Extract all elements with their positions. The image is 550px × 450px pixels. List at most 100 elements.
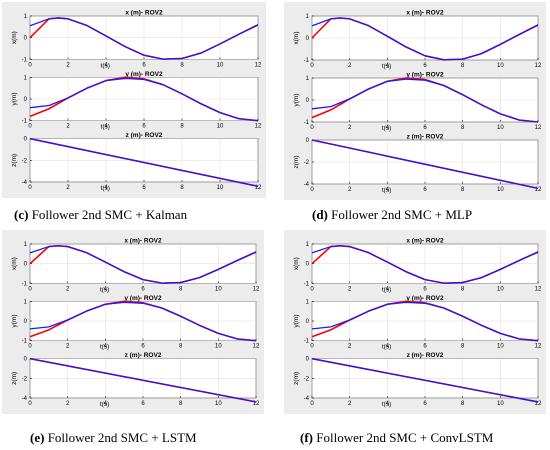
x-tick-label: 4 xyxy=(386,187,390,193)
x-tick-label: 0 xyxy=(310,187,314,193)
y-axis-label: y(m) xyxy=(293,315,300,328)
x-tick-label: 0 xyxy=(310,125,314,131)
x-tick-label: 4 xyxy=(104,185,108,191)
x-tick-label: 2 xyxy=(348,286,352,292)
y-tick-label: -2 xyxy=(22,158,28,164)
y-tick-label: -4 xyxy=(22,180,28,186)
y-axis-label: y(m) xyxy=(11,93,18,106)
x-tick-label: 2 xyxy=(66,344,70,350)
y-tick-label: 1 xyxy=(306,76,310,82)
x-tick-label: 8 xyxy=(461,401,465,407)
caption-e-text: Follower 2nd SMC + LSTM xyxy=(44,430,197,445)
x-tick-label: 2 xyxy=(348,125,352,131)
x-axis-label: t(s) xyxy=(382,63,391,70)
x-tick-label: 8 xyxy=(461,286,465,292)
y-axis-label: x(m) xyxy=(293,32,300,45)
x-tick-label: 8 xyxy=(179,286,183,292)
x-tick-label: 0 xyxy=(28,124,32,130)
y-tick-label: 0 xyxy=(24,137,28,143)
x-tick-label: 6 xyxy=(142,62,146,68)
x-tick-label: 6 xyxy=(423,401,427,407)
y-tick-label: 0 xyxy=(24,357,28,363)
y-tick-label: 1 xyxy=(24,14,28,20)
caption-e: (e) Follower 2nd SMC + LSTM xyxy=(30,430,197,446)
x-axis-label: t(s) xyxy=(100,286,109,293)
x-tick-label: 12 xyxy=(253,286,260,292)
caption-f-text: Follower 2nd SMC + ConvLSTM xyxy=(313,430,494,445)
caption-c-letter: (c) xyxy=(14,207,29,222)
caption-d: (d) Follower 2nd SMC + MLP xyxy=(312,207,472,223)
y-tick-label: 1 xyxy=(306,299,310,305)
x-tick-label: 4 xyxy=(386,286,390,292)
x-axis-label: t(s) xyxy=(101,62,110,69)
x-tick-label: 0 xyxy=(310,344,314,350)
y-tick-label: -4 xyxy=(304,182,310,188)
x-tick-label: 4 xyxy=(104,401,108,407)
y-tick-label: 1 xyxy=(306,242,310,248)
y-tick-label: -1 xyxy=(22,339,28,345)
y-axis-label: z(m) xyxy=(293,156,300,169)
x-tick-label: 6 xyxy=(423,125,427,131)
y-tick-label: 1 xyxy=(24,242,28,248)
y-tick-label: 0 xyxy=(306,319,310,325)
x-tick-label: 10 xyxy=(497,286,504,292)
x-tick-label: 12 xyxy=(535,286,542,292)
x-tick-label: 6 xyxy=(423,344,427,350)
x-tick-label: 8 xyxy=(179,344,183,350)
x-tick-label: 8 xyxy=(461,187,465,193)
x-tick-label: 6 xyxy=(423,286,427,292)
subplot-title: z (m)- ROV2 xyxy=(126,132,163,139)
x-tick-label: 4 xyxy=(104,124,108,130)
subplot-title: z (m)- ROV2 xyxy=(407,352,444,359)
x-axis-label: t(s) xyxy=(382,401,391,408)
subplot-z: 0 2 4 6 8 10 12 -4 -2 0 z (m)- ROV2 t(s) z(m) xyxy=(11,352,260,408)
subplot-title: x (m)- ROV2 xyxy=(125,10,163,17)
x-tick-label: 6 xyxy=(141,286,145,292)
x-tick-label: 2 xyxy=(348,401,352,407)
caption-d-letter: (d) xyxy=(312,207,328,222)
follower-line xyxy=(29,301,257,342)
x-axis-label: t(s) xyxy=(101,124,110,131)
x-tick-label: 12 xyxy=(535,401,542,407)
follower-line xyxy=(29,138,259,187)
subplot-title: x (m)- ROV2 xyxy=(124,238,162,245)
y-tick-label: -1 xyxy=(304,339,310,345)
y-axis-label: z(m) xyxy=(11,154,18,167)
x-tick-label: 6 xyxy=(423,187,427,193)
y-axis-label: z(m) xyxy=(293,372,300,385)
y-tick-label: -4 xyxy=(304,396,310,402)
x-tick-label: 8 xyxy=(461,344,465,350)
x-tick-label: 0 xyxy=(28,185,32,191)
x-tick-label: 2 xyxy=(348,187,352,193)
y-tick-label: 1 xyxy=(24,299,28,305)
subplot-title: z (m)- ROV2 xyxy=(125,352,162,359)
follower-line xyxy=(29,245,257,284)
x-tick-label: 12 xyxy=(253,344,260,350)
y-tick-label: -2 xyxy=(22,376,28,382)
x-axis-label: t(s) xyxy=(100,344,109,351)
y-axis-label: y(m) xyxy=(293,94,300,107)
follower-line xyxy=(29,77,259,122)
x-tick-label: 6 xyxy=(142,185,146,191)
x-tick-label: 10 xyxy=(497,63,504,69)
x-tick-label: 8 xyxy=(461,63,465,69)
y-tick-label: 0 xyxy=(306,262,310,268)
x-tick-label: 10 xyxy=(215,401,222,407)
x-tick-label: 6 xyxy=(423,63,427,69)
x-axis-label: t(s) xyxy=(382,125,391,132)
caption-c: (c) Follower 2nd SMC + Kalman xyxy=(14,207,187,223)
y-tick-label: 0 xyxy=(24,36,28,42)
x-tick-label: 4 xyxy=(386,125,390,131)
x-tick-label: 0 xyxy=(28,62,32,68)
x-tick-label: 0 xyxy=(310,286,314,292)
x-tick-label: 12 xyxy=(535,63,542,69)
y-tick-label: -1 xyxy=(304,58,310,64)
